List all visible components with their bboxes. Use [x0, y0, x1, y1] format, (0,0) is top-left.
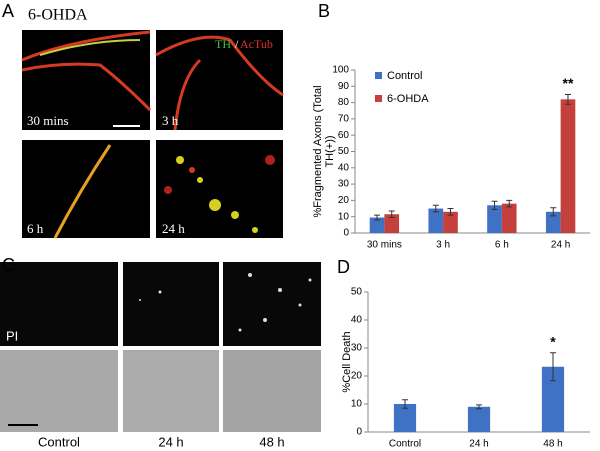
image — [223, 262, 321, 346]
legend-swatch — [375, 72, 382, 79]
panel-letter: A — [2, 1, 14, 21]
y-tick-label: 10 — [351, 399, 363, 410]
image-label: 48 h — [259, 434, 284, 449]
axon — [39, 39, 141, 56]
y-tick-label: 0 — [356, 427, 362, 438]
error-bar — [506, 199, 513, 208]
error-bar — [388, 210, 395, 219]
image — [22, 30, 150, 130]
image — [0, 350, 118, 432]
image — [0, 262, 118, 346]
image-label: 3 h — [162, 113, 179, 128]
stain-label: PI — [6, 328, 18, 343]
legend-label: Control — [387, 70, 422, 82]
bar — [541, 366, 565, 432]
y-tick-label: 30 — [338, 179, 350, 190]
axon — [53, 144, 112, 239]
panel-c-images — [0, 262, 321, 432]
x-tick-label: Control — [389, 439, 421, 450]
image-label: 30 mins — [27, 113, 69, 128]
image-label: Control — [38, 434, 80, 449]
image-label: 24 h — [162, 221, 185, 236]
y-tick-label: 100 — [332, 65, 349, 76]
bar — [487, 205, 502, 233]
bar — [384, 214, 400, 233]
error-bar — [447, 208, 454, 216]
y-axis-label: %Cell Death — [341, 331, 353, 392]
panel-letter: B — [318, 1, 330, 21]
legend-swatch — [375, 95, 382, 102]
fragments — [164, 155, 275, 233]
y-tick-label: 10 — [338, 211, 350, 222]
bar — [393, 404, 417, 432]
image — [156, 140, 283, 238]
y-tick-label: 50 — [338, 146, 350, 157]
error-bar — [432, 204, 439, 213]
image — [123, 262, 219, 346]
bar — [467, 406, 491, 432]
bar — [443, 211, 458, 233]
panel-letter: C — [2, 255, 15, 275]
y-tick-label: 40 — [351, 315, 363, 326]
error-bar — [550, 352, 556, 382]
bar — [501, 203, 517, 233]
y-tick-label: 30 — [351, 343, 363, 354]
axon — [21, 30, 152, 112]
y-tick-label: 60 — [338, 130, 350, 141]
nuclei — [139, 273, 312, 332]
x-tick-label: 24 h — [551, 240, 570, 251]
image — [123, 350, 219, 432]
x-tick-label: 30 mins — [367, 240, 402, 251]
stain-label: / — [235, 37, 239, 51]
y-tick-label: 20 — [338, 195, 350, 206]
annotation: * — [550, 333, 556, 349]
error-bar — [564, 93, 571, 105]
x-tick-label: 6 h — [495, 240, 509, 251]
y-axis-label: TH(+)) — [324, 135, 336, 167]
y-tick-label: 50 — [351, 287, 363, 298]
y-tick-label: 0 — [343, 228, 349, 239]
y-tick-label: 20 — [351, 371, 363, 382]
image — [22, 140, 150, 238]
y-tick-label: 40 — [338, 162, 350, 173]
axon — [155, 35, 284, 131]
image-label: 6 h — [27, 221, 44, 236]
legend-label: 6-OHDA — [387, 93, 429, 105]
error-bar — [550, 207, 557, 217]
x-tick-label: 24 h — [469, 439, 488, 450]
y-tick-label: 80 — [338, 97, 350, 108]
stain-label: AcTub — [240, 37, 273, 51]
x-tick-label: 48 h — [543, 439, 562, 450]
x-tick-label: 3 h — [436, 240, 450, 251]
panel-letter: D — [337, 257, 350, 277]
bar — [560, 99, 576, 233]
y-tick-label: 90 — [338, 81, 350, 92]
stain-label: TH — [215, 37, 231, 51]
image-label: 24 h — [158, 434, 183, 449]
panel-a-images — [21, 30, 284, 239]
annotation: ** — [563, 75, 574, 91]
bar — [369, 217, 385, 233]
bar — [545, 211, 561, 233]
error-bar — [402, 399, 408, 409]
error-bar — [374, 214, 381, 221]
error-bar — [476, 404, 482, 410]
y-axis-label: %Fragmented Axons (Total — [312, 85, 324, 217]
bar — [428, 208, 444, 233]
panel-title: 6-OHDA — [28, 7, 88, 24]
error-bar — [491, 200, 498, 210]
image — [223, 350, 321, 432]
y-tick-label: 70 — [338, 114, 350, 125]
